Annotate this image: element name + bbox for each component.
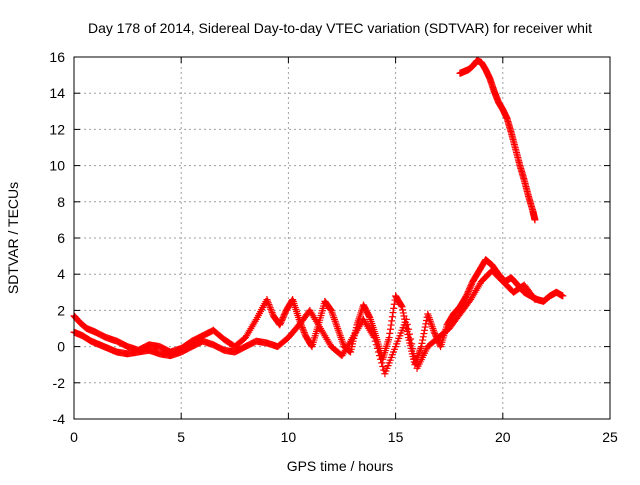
data-point-marker: [387, 321, 395, 329]
data-point-marker: [402, 315, 410, 323]
data-point-marker: [386, 329, 394, 337]
data-point-marker: [300, 328, 308, 336]
data-point-marker: [399, 309, 407, 317]
x-tick-label: 10: [281, 429, 297, 445]
tick-layer: 0 5 10 15 20 25 -4 -2 0 2 4 6 8 10 12 14 16: [49, 49, 618, 445]
data-point-marker: [559, 292, 567, 300]
data-point-marker: [265, 300, 273, 308]
data-point-marker: [299, 325, 307, 333]
data-point-marker: [421, 326, 429, 334]
y-tick-label: 6: [57, 230, 65, 246]
y-axis-label: SDTVAR / TECUs: [5, 182, 21, 294]
data-point-marker: [531, 216, 539, 224]
marker-layer: [70, 57, 567, 378]
data-point-marker: [419, 333, 427, 341]
data-point-marker: [374, 348, 382, 356]
y-tick-label: 2: [57, 302, 65, 318]
data-point-marker: [410, 350, 418, 358]
data-point-marker: [372, 341, 380, 349]
data-point-marker: [385, 334, 393, 342]
data-point-marker: [378, 359, 386, 367]
data-point-marker: [263, 296, 271, 304]
y-tick-label: 4: [57, 266, 65, 282]
y-tick-label: 12: [49, 121, 65, 137]
data-point-marker: [389, 309, 397, 317]
data-point-marker: [411, 355, 419, 363]
data-point-marker: [377, 355, 385, 363]
chart-title: Day 178 of 2014, Sidereal Day-to-day VTE…: [88, 20, 592, 36]
data-point-marker: [365, 312, 373, 320]
data-point-marker: [264, 297, 272, 305]
data-point-marker: [407, 335, 415, 343]
data-point-marker: [397, 302, 405, 310]
data-point-marker: [390, 304, 398, 312]
data-point-marker: [268, 309, 276, 317]
data-point-marker: [531, 296, 539, 304]
data-point-marker: [420, 330, 428, 338]
data-point-marker: [408, 340, 416, 348]
x-tick-label: 15: [388, 429, 404, 445]
series-trace-b: [70, 267, 539, 378]
data-point-marker: [409, 345, 417, 353]
data-point-marker: [388, 313, 396, 321]
grid-layer: [74, 57, 610, 419]
data-point-marker: [379, 363, 387, 371]
data-point-marker: [530, 294, 538, 302]
data-point-marker: [266, 304, 274, 312]
y-tick-label: 8: [57, 194, 65, 210]
data-point-marker: [418, 339, 426, 347]
data-point-marker: [266, 302, 274, 310]
data-point-marker: [371, 337, 379, 345]
data-point-marker: [267, 305, 275, 313]
y-tick-label: 16: [49, 49, 65, 65]
series-trace-c: [456, 57, 539, 224]
data-point-marker: [404, 325, 412, 333]
data-point-marker: [267, 307, 275, 315]
data-point-marker: [370, 334, 378, 342]
x-tick-label: 25: [602, 429, 618, 445]
y-tick-label: 14: [49, 85, 65, 101]
data-point-marker: [398, 303, 406, 311]
x-tick-label: 0: [70, 429, 78, 445]
data-point-marker: [403, 320, 411, 328]
x-axis-label: GPS time / hours: [287, 458, 394, 474]
y-tick-label: 10: [49, 158, 65, 174]
y-tick-label: -2: [53, 375, 66, 391]
y-tick-label: -4: [53, 411, 66, 427]
data-point-marker: [264, 299, 272, 307]
data-point-marker: [388, 317, 396, 325]
data-point-marker: [421, 323, 429, 331]
data-point-marker: [422, 320, 430, 328]
data-point-marker: [373, 344, 381, 352]
data-point-marker: [419, 336, 427, 344]
data-point-marker: [300, 327, 308, 335]
y-tick-label: 0: [57, 339, 65, 355]
data-point-marker: [417, 343, 425, 351]
data-point-marker: [406, 330, 414, 338]
x-tick-label: 5: [177, 429, 185, 445]
x-tick-label: 20: [495, 429, 511, 445]
data-point-marker: [386, 325, 394, 333]
plot-frame: [73, 56, 611, 420]
data-point-marker: [390, 300, 398, 308]
data-point-marker: [376, 352, 384, 360]
data-point-marker: [399, 306, 407, 314]
